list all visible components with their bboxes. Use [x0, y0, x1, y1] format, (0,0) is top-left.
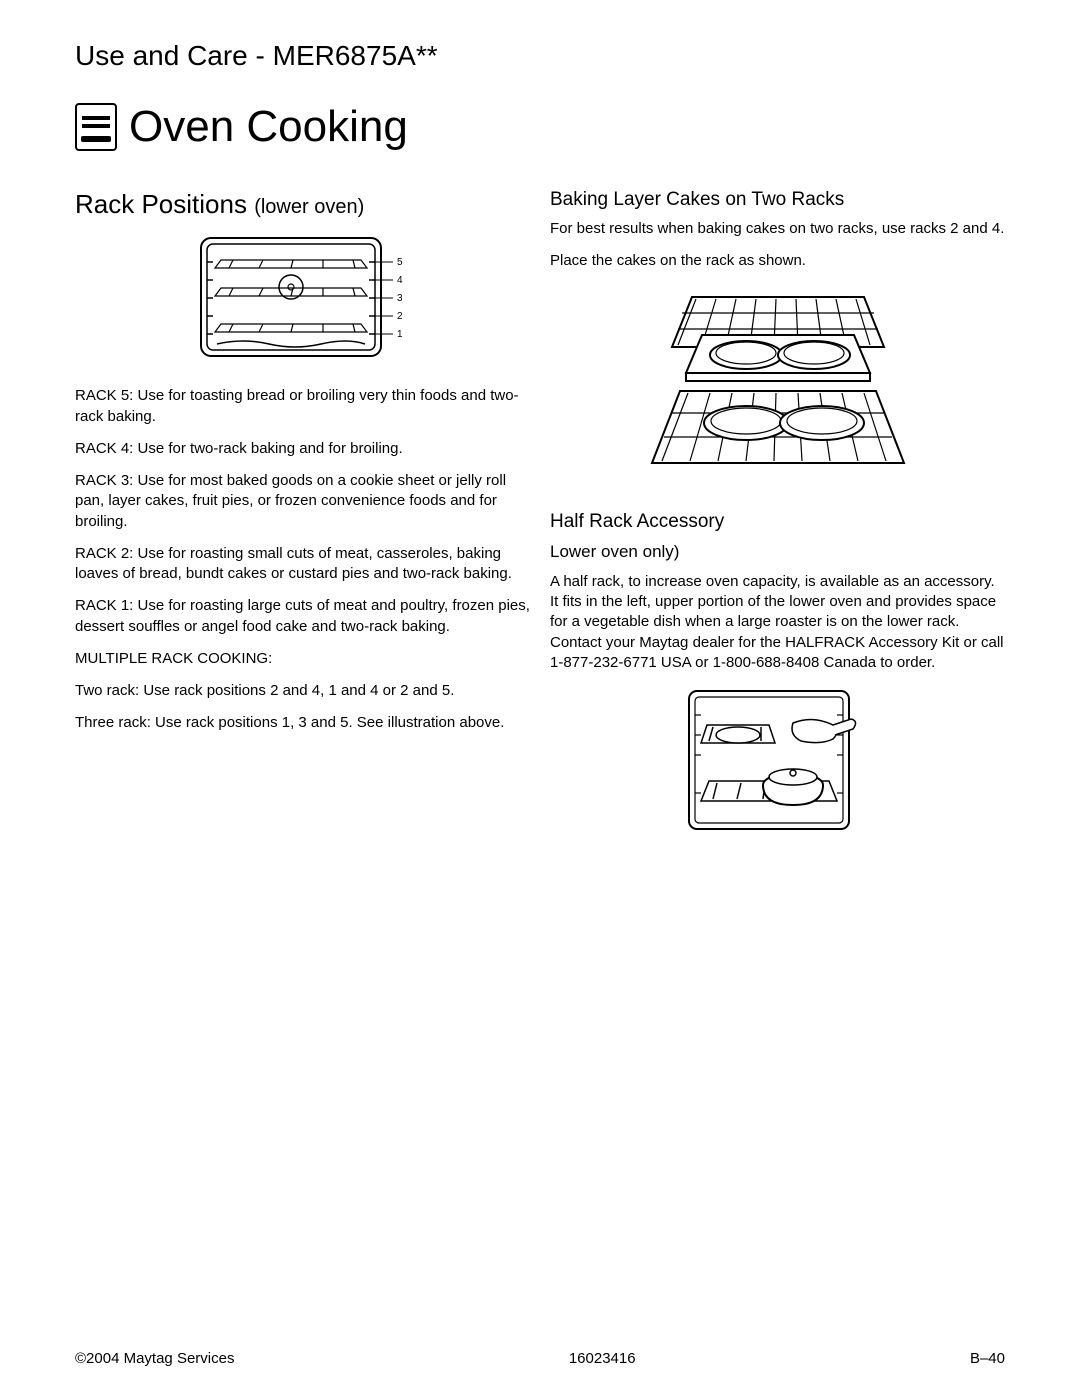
half-rack-sub: Lower oven only): [550, 541, 1005, 564]
half-rack-heading: Half Rack Accessory: [550, 509, 1005, 535]
rack-positions-heading: Rack Positions (lower oven): [75, 187, 530, 222]
page-title: Oven Cooking: [129, 102, 408, 152]
oven-icon: [75, 103, 117, 151]
rack1-text: RACK 1: Use for roasting large cuts of m…: [75, 596, 530, 637]
baking-heading: Baking Layer Cakes on Two Racks: [550, 187, 1005, 213]
three-rack-text: Three rack: Use rack positions 1, 3 and …: [75, 713, 530, 733]
heading-text: Rack Positions: [75, 189, 247, 219]
half-rack-diagram: [550, 685, 1005, 841]
rack-label-3: 3: [397, 293, 403, 304]
footer-page: B–40: [970, 1350, 1005, 1367]
right-column: Baking Layer Cakes on Two Racks For best…: [550, 187, 1005, 859]
half-rack-p: A half rack, to increase oven capacity, …: [550, 572, 1005, 673]
left-column: Rack Positions (lower oven): [75, 187, 530, 859]
rack-label-4: 4: [397, 275, 403, 286]
page-footer: ©2004 Maytag Services 16023416 B–40: [75, 1350, 1005, 1367]
doc-header: Use and Care - MER6875A**: [75, 40, 1005, 72]
footer-copyright: ©2004 Maytag Services: [75, 1350, 234, 1367]
baking-p1: For best results when baking cakes on tw…: [550, 219, 1005, 239]
footer-docnum: 16023416: [569, 1350, 636, 1367]
rack5-text: RACK 5: Use for toasting bread or broili…: [75, 386, 530, 427]
rack-label-1: 1: [397, 329, 403, 340]
content-columns: Rack Positions (lower oven): [75, 187, 1005, 859]
rack-label-2: 2: [397, 311, 403, 322]
cakes-diagram: [550, 283, 1005, 489]
multiple-heading: MULTIPLE RACK COOKING:: [75, 649, 530, 669]
rack4-text: RACK 4: Use for two-rack baking and for …: [75, 439, 530, 459]
rack3-text: RACK 3: Use for most baked goods on a co…: [75, 471, 530, 532]
rack2-text: RACK 2: Use for roasting small cuts of m…: [75, 544, 530, 585]
baking-p2: Place the cakes on the rack as shown.: [550, 251, 1005, 271]
rack-diagram: 5 4 3 2 1: [75, 232, 530, 368]
two-rack-text: Two rack: Use rack positions 2 and 4, 1 …: [75, 681, 530, 701]
heading-sub: (lower oven): [254, 196, 364, 218]
rack-label-5: 5: [397, 257, 403, 268]
title-row: Oven Cooking: [75, 102, 1005, 152]
